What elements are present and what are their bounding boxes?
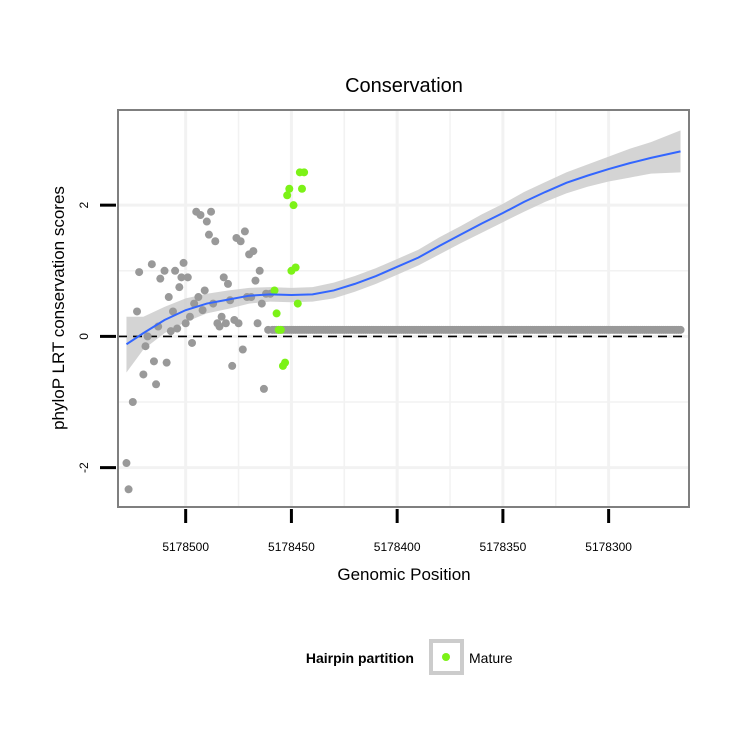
other-point	[238, 345, 247, 354]
legend: Hairpin partition Mature	[306, 639, 513, 675]
other-point	[175, 283, 184, 292]
x-tick-label: 5178400	[374, 540, 421, 554]
mature-point	[285, 184, 294, 193]
other-point	[207, 207, 216, 216]
other-point	[676, 325, 685, 334]
other-point	[124, 485, 133, 494]
mature-point	[293, 299, 302, 308]
other-point	[139, 370, 148, 379]
other-point	[156, 274, 165, 283]
other-point	[133, 307, 142, 316]
other-point	[168, 307, 177, 316]
x-tick-label: 5178450	[268, 540, 315, 554]
other-point	[141, 342, 150, 351]
other-point	[135, 268, 144, 277]
other-point	[228, 361, 237, 370]
confidence-band	[126, 130, 681, 373]
x-tick-label: 5178300	[585, 540, 632, 554]
legend-label-mature: Mature	[469, 650, 513, 666]
x-tick-label: 5178350	[480, 540, 527, 554]
other-point	[221, 319, 230, 328]
other-point	[194, 293, 203, 302]
y-axis-label: phyloP LRT conservation scores	[49, 186, 68, 430]
other-point	[164, 293, 173, 302]
mature-point	[281, 358, 290, 367]
other-point	[147, 260, 156, 269]
other-point	[162, 358, 171, 367]
y-tick-label: -2	[77, 462, 91, 473]
chart-title: Conservation	[345, 75, 463, 97]
other-point	[183, 273, 192, 282]
other-point	[143, 332, 152, 341]
other-point	[149, 357, 158, 366]
other-point	[236, 237, 245, 246]
legend-mature-dot	[442, 653, 450, 661]
mature-point	[276, 325, 285, 334]
scatter-points	[122, 168, 685, 494]
other-point	[188, 338, 197, 347]
other-point	[234, 319, 243, 328]
other-point	[177, 273, 186, 282]
smooth-line-group	[125, 150, 681, 346]
other-point	[171, 266, 180, 275]
other-point	[204, 230, 213, 239]
other-point	[181, 319, 190, 328]
other-point	[217, 312, 226, 321]
other-point	[185, 312, 194, 321]
other-point	[128, 398, 137, 407]
other-point	[219, 273, 228, 282]
mature-point	[272, 309, 281, 318]
other-point	[160, 266, 169, 275]
other-point	[202, 217, 211, 226]
mature-point	[289, 201, 298, 210]
other-point	[223, 279, 232, 288]
other-point	[173, 324, 182, 333]
other-point	[122, 459, 131, 468]
x-tick-label: 5178500	[162, 540, 209, 554]
other-point	[196, 210, 205, 219]
other-point	[253, 319, 262, 328]
y-tick-label: 2	[77, 201, 91, 208]
other-point	[240, 227, 249, 236]
other-point	[179, 258, 188, 267]
other-point	[190, 299, 199, 308]
mature-point	[297, 184, 306, 193]
plot-border	[117, 109, 690, 508]
x-axis-label: Genomic Position	[337, 565, 470, 584]
smooth-line	[125, 150, 681, 346]
y-axis-ticks: -2 0 2	[77, 201, 116, 473]
other-point	[215, 322, 224, 331]
y-tick-label: 0	[77, 333, 91, 340]
other-point	[211, 237, 220, 246]
confidence-band-group	[126, 130, 681, 373]
other-point	[200, 286, 209, 295]
legend-title: Hairpin partition	[306, 650, 414, 666]
other-point	[249, 247, 258, 256]
other-point	[257, 299, 266, 308]
mature-point	[291, 263, 300, 272]
mature-point	[300, 168, 309, 177]
other-point	[152, 380, 161, 389]
mature-point	[283, 191, 292, 200]
mature-point	[270, 286, 279, 295]
other-point	[198, 306, 207, 315]
x-axis-ticks: 5178500 5178450 5178400 5178350 5178300	[162, 509, 632, 554]
other-point	[166, 327, 175, 336]
other-point	[259, 384, 268, 393]
other-point	[255, 266, 264, 275]
other-point	[247, 293, 256, 302]
other-point	[251, 276, 260, 285]
